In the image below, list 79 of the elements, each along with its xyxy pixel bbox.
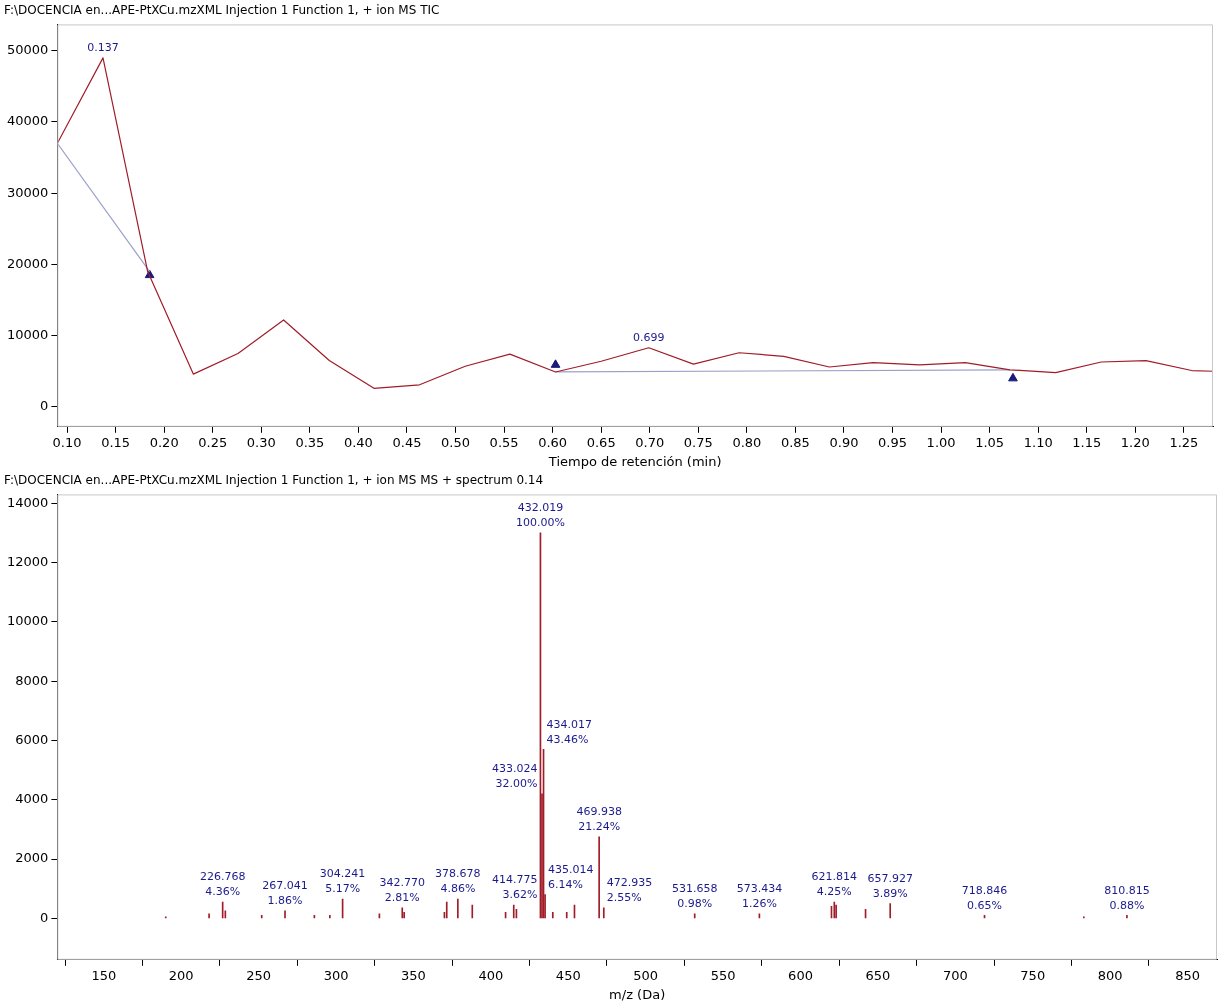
y-tick-label: 8000 xyxy=(15,672,49,688)
x-tick-label: 1.05 xyxy=(975,434,1005,450)
x-tick-label: 1.10 xyxy=(1023,434,1053,450)
annotation: 435.014 6.14% xyxy=(548,862,594,891)
x-tick-label: 750 xyxy=(1020,967,1046,983)
annotation: 0.137 xyxy=(87,41,119,55)
x-tick-label: 550 xyxy=(710,967,736,983)
point xyxy=(1008,372,1018,382)
x-tick-label: 0.90 xyxy=(829,434,859,450)
x-tick-label: 250 xyxy=(246,967,272,983)
annotation: 657.927 3.89% xyxy=(867,871,913,900)
x-tick-label: 450 xyxy=(555,967,581,983)
x-tick-label: 500 xyxy=(633,967,659,983)
x-tick-label: 0.70 xyxy=(635,434,665,450)
x-tick-label: 0.50 xyxy=(441,434,470,450)
y-tick-label: 10000 xyxy=(7,613,49,629)
annotation: 718.846 0.65% xyxy=(961,883,1008,912)
y-tick-label: 40000 xyxy=(7,113,49,129)
x-tick-label: 0.20 xyxy=(149,434,179,450)
x-tick-label: 1.00 xyxy=(926,434,956,450)
annotation: 226.768 4.36% xyxy=(199,870,246,899)
chart-title: F:\DOCENCIA en...APE-PtXCu.mzXML Injection 1 Function 1, + ion MS TIC xyxy=(4,3,440,18)
y-tick-label: 10000 xyxy=(7,327,49,343)
x-tick-label: 0.60 xyxy=(538,434,568,450)
annotation: 342.770 2.81% xyxy=(379,876,426,905)
annotation: 378.678 4.86% xyxy=(435,867,481,896)
x-tick-label: 0.35 xyxy=(295,434,325,450)
annotation: 0.699 xyxy=(633,331,665,345)
x-tick-label: 0.45 xyxy=(392,434,422,450)
x-axis-title: Tiempo de retención (min) xyxy=(547,453,722,469)
x-tick-label: 0.40 xyxy=(343,434,373,450)
annotation: 432.019 100.00% xyxy=(515,501,565,530)
annotation: 573.434 1.26% xyxy=(736,882,783,911)
annotation: 434.017 43.46% xyxy=(546,717,593,746)
x-tick-label: 600 xyxy=(788,967,813,983)
y-tick-label: 30000 xyxy=(7,184,49,200)
x-tick-label: 0.75 xyxy=(683,434,713,450)
x-tick-label: 0.15 xyxy=(101,434,131,450)
x-tick-label: 0.65 xyxy=(586,434,616,450)
y-tick-label: 12000 xyxy=(7,553,49,569)
x-tick-label: 0.25 xyxy=(198,434,228,450)
x-axis-title: m/z (Da) xyxy=(609,986,666,1002)
y-tick-label: 20000 xyxy=(7,255,49,271)
x-tick-label: 1.20 xyxy=(1120,434,1150,450)
annotation: 472.935 2.55% xyxy=(606,876,653,905)
x-tick-label: 650 xyxy=(865,967,891,983)
x-tick-label: 700 xyxy=(942,967,968,983)
annotation: 469.938 21.24% xyxy=(576,805,622,834)
y-tick-label: 6000 xyxy=(15,731,49,747)
point xyxy=(550,359,561,368)
x-tick-label: 150 xyxy=(91,967,117,983)
x-tick-label: 0.30 xyxy=(246,434,276,450)
x-tick-label: 300 xyxy=(323,967,349,983)
chart-title: F:\DOCENCIA en...APE-PtXCu.mzXML Injection 1 Function 1, + ion MS MS + spectrum 0.14 xyxy=(4,473,544,488)
x-tick-label: 0.55 xyxy=(489,434,519,450)
y-tick-label: 50000 xyxy=(7,42,49,58)
x-tick-label: 1.25 xyxy=(1169,434,1199,450)
y-tick-label: 0 xyxy=(40,909,49,925)
y-tick-label: 0 xyxy=(40,398,49,414)
x-tick-label: 0.95 xyxy=(878,434,907,450)
x-tick-label: 800 xyxy=(1097,967,1123,983)
x-tick-label: 400 xyxy=(478,967,504,983)
annotation: 531.658 0.98% xyxy=(671,882,718,911)
y-tick-label: 14000 xyxy=(7,494,49,510)
x-tick-label: 0.85 xyxy=(780,434,810,450)
annotation: 414.775 3.62% xyxy=(491,873,538,902)
x-tick-label: 0.10 xyxy=(52,434,82,450)
x-tick-label: 850 xyxy=(1175,967,1200,983)
y-tick-label: 2000 xyxy=(15,850,49,866)
annotation: 433.024 32.00% xyxy=(491,762,538,791)
x-tick-label: 0.80 xyxy=(732,434,762,450)
x-tick-label: 350 xyxy=(401,967,426,983)
y-tick-label: 4000 xyxy=(15,791,49,807)
x-tick-label: 200 xyxy=(168,967,194,983)
annotation: 810.815 0.88% xyxy=(1104,883,1150,912)
x-tick-label: 1.15 xyxy=(1072,434,1102,450)
annotation: 621.814 4.25% xyxy=(811,870,858,899)
annotation: 304.241 5.17% xyxy=(319,867,366,896)
annotation: 267.041 1.86% xyxy=(262,879,308,908)
